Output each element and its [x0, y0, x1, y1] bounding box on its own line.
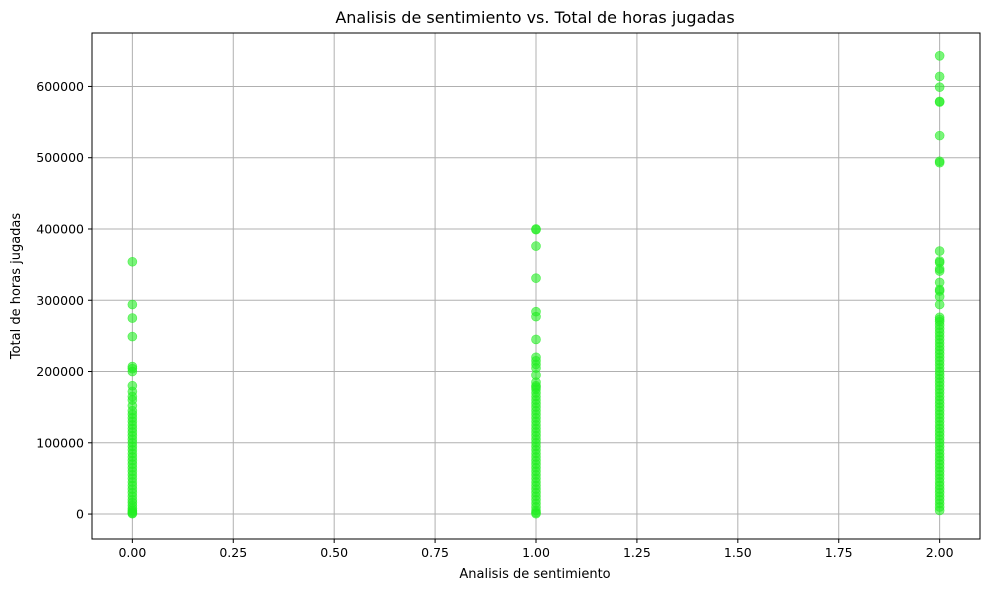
scatter-point — [531, 334, 541, 345]
x-tick-label: 0.75 — [421, 545, 449, 560]
x-tick-label: 1.25 — [623, 545, 651, 560]
chart-title: Analisis de sentimiento vs. Total de hor… — [335, 8, 734, 27]
scatter-point — [127, 508, 138, 519]
x-tick-label: 0.50 — [320, 545, 348, 560]
x-tick-label: 1.00 — [522, 545, 550, 560]
scatter-point — [531, 241, 541, 251]
scatter-point — [934, 82, 945, 92]
y-tick-label: 0 — [76, 507, 84, 522]
scatter-point — [934, 97, 945, 107]
y-tick-label: 600000 — [36, 79, 84, 94]
scatter-point — [127, 313, 138, 323]
scatter-points — [127, 51, 945, 519]
x-tick-label: 1.50 — [724, 545, 752, 560]
scatter-point — [934, 51, 945, 61]
x-axis: 0.00 0.25 0.50 0.75 1.00 1.25 1.50 1.75 2.00 — [118, 539, 954, 560]
scatter-point — [127, 256, 138, 267]
scatter-point — [127, 366, 138, 377]
scatter-point — [934, 71, 945, 82]
scatter-point — [934, 266, 945, 276]
y-axis-label: Total de horas jugadas — [9, 213, 24, 361]
scatter-point — [531, 311, 541, 322]
y-tick-label: 100000 — [36, 435, 84, 450]
y-tick-label: 500000 — [36, 150, 84, 165]
scatter-point — [531, 224, 541, 235]
scatter-point — [934, 299, 945, 310]
scatter-point — [934, 246, 945, 256]
scatter-point — [934, 157, 945, 168]
y-axis: 0 100000 200000 300000 400000 500000 600000 — [36, 79, 92, 522]
x-tick-label: 0.00 — [118, 545, 146, 560]
x-tick-label: 2.00 — [926, 545, 954, 560]
x-tick-label: 1.75 — [825, 545, 853, 560]
y-tick-label: 200000 — [36, 364, 84, 379]
scatter-point — [127, 299, 138, 310]
x-tick-label: 0.25 — [219, 545, 247, 560]
scatter-point — [531, 508, 541, 519]
scatter-point — [934, 130, 945, 141]
y-tick-label: 400000 — [36, 221, 84, 236]
scatter-point — [127, 331, 138, 342]
y-tick-label: 300000 — [36, 293, 84, 308]
scatter-point — [934, 505, 945, 516]
x-axis-label: Analisis de sentimiento — [459, 567, 610, 582]
scatter-point — [531, 273, 541, 283]
